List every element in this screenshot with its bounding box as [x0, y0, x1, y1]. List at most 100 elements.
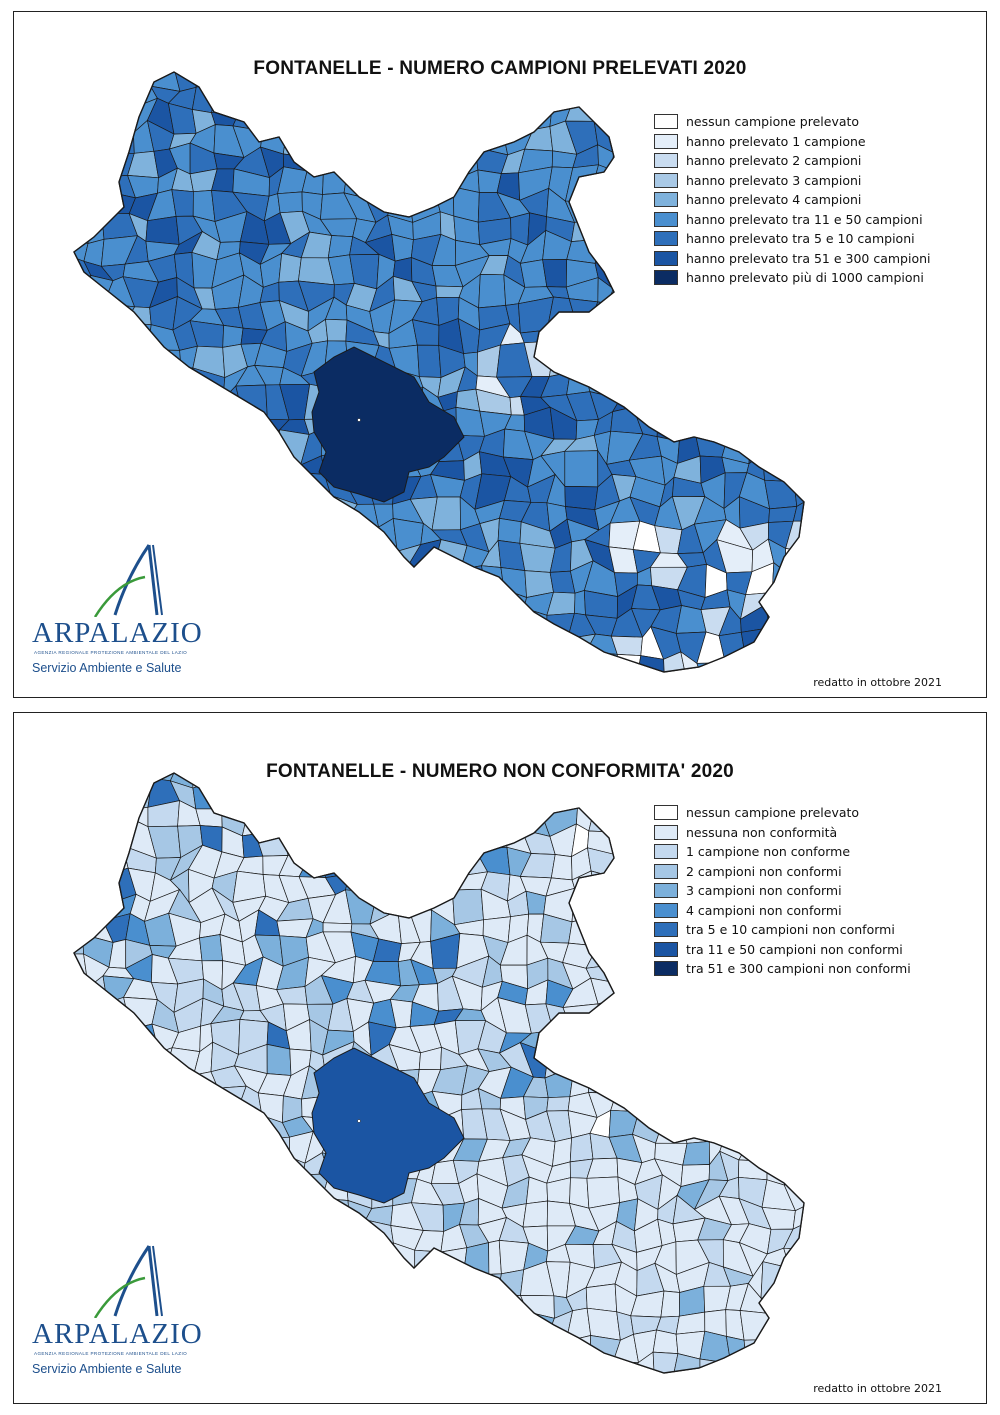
municipality: [100, 1084, 134, 1119]
municipality: [548, 1381, 576, 1402]
municipality: [216, 671, 239, 672]
municipality: [808, 593, 836, 616]
municipality: [79, 275, 114, 305]
municipality: [616, 932, 644, 965]
municipality: [743, 657, 768, 672]
municipality: [280, 636, 303, 664]
municipality: [764, 1111, 798, 1137]
municipality: [367, 142, 392, 177]
municipality: [453, 584, 486, 613]
municipality: [365, 167, 394, 200]
municipality: [74, 186, 94, 215]
municipality: [631, 823, 653, 856]
municipality: [349, 103, 379, 124]
municipality: [518, 296, 554, 334]
municipality: [85, 369, 115, 394]
municipality: [325, 318, 348, 342]
legend-item: 3 campioni non conformi: [654, 881, 911, 901]
municipality: [107, 1131, 138, 1167]
municipality: [743, 302, 770, 332]
municipality: [172, 1131, 199, 1167]
municipality: [815, 1288, 835, 1316]
municipality: [760, 654, 793, 672]
municipality: [739, 1310, 775, 1341]
municipality: [79, 894, 115, 925]
municipality: [387, 1377, 416, 1402]
municipality: [764, 1386, 798, 1402]
municipality: [89, 496, 110, 530]
municipality: [323, 674, 353, 696]
municipality: [144, 1173, 179, 1203]
municipality: [564, 486, 599, 511]
municipality: [328, 1312, 358, 1339]
municipality: [74, 921, 83, 940]
municipality: [790, 1131, 804, 1156]
municipality: [790, 385, 804, 422]
municipality: [766, 1131, 794, 1162]
municipality: [390, 851, 424, 875]
municipality: [111, 364, 130, 394]
municipality: [463, 1371, 482, 1373]
municipality: [675, 1042, 710, 1080]
municipality: [693, 982, 733, 1006]
municipality: [320, 121, 354, 154]
municipality: [497, 1311, 533, 1339]
municipality: [673, 283, 707, 310]
municipality: [475, 605, 510, 638]
municipality: [234, 1173, 265, 1200]
municipality: [694, 406, 730, 433]
municipality: [760, 998, 789, 1032]
municipality: [276, 609, 314, 640]
municipality: [234, 779, 264, 815]
municipality: [127, 416, 154, 443]
municipality: [650, 339, 688, 378]
municipality: [767, 300, 788, 334]
municipality: [100, 108, 134, 136]
municipality: [147, 362, 182, 395]
municipality: [389, 1330, 422, 1362]
municipality: [435, 1382, 467, 1402]
municipality: [259, 542, 288, 568]
municipality: [145, 433, 170, 466]
municipality: [408, 887, 434, 912]
municipality: [617, 362, 636, 400]
municipality: [477, 1308, 501, 1343]
municipality: [544, 77, 575, 104]
municipality: [806, 976, 832, 1008]
municipality: [257, 1092, 284, 1124]
municipality: [130, 1201, 150, 1234]
municipality: [585, 681, 620, 696]
municipality: [598, 216, 622, 240]
municipality: [306, 152, 324, 173]
municipality: [807, 1246, 830, 1269]
municipality: [191, 1085, 221, 1118]
legend-swatch: [654, 961, 678, 977]
municipality: [615, 854, 644, 879]
municipality: [588, 782, 617, 813]
municipality: [212, 1349, 237, 1373]
municipality: [658, 388, 686, 421]
municipality: [192, 1156, 227, 1181]
municipality: [213, 1130, 240, 1164]
municipality: [585, 326, 612, 348]
municipality: [435, 285, 464, 298]
municipality: [391, 678, 417, 697]
municipality: [277, 191, 303, 214]
legend-swatch: [654, 844, 678, 860]
municipality: [133, 1139, 154, 1168]
municipality: [132, 1117, 151, 1142]
municipality: [280, 1378, 310, 1400]
municipality: [232, 497, 267, 528]
municipality: [585, 340, 619, 377]
municipality: [278, 1197, 309, 1222]
municipality: [628, 1371, 660, 1373]
municipality: [587, 1362, 619, 1373]
municipality: [394, 608, 413, 642]
municipality: [369, 1329, 398, 1362]
municipality: [82, 408, 115, 439]
municipality: [814, 330, 838, 353]
logo-wordmark: ARPALAZIO: [32, 1318, 203, 1350]
municipality: [386, 821, 422, 855]
municipality: [795, 352, 804, 377]
municipality: [768, 506, 798, 523]
